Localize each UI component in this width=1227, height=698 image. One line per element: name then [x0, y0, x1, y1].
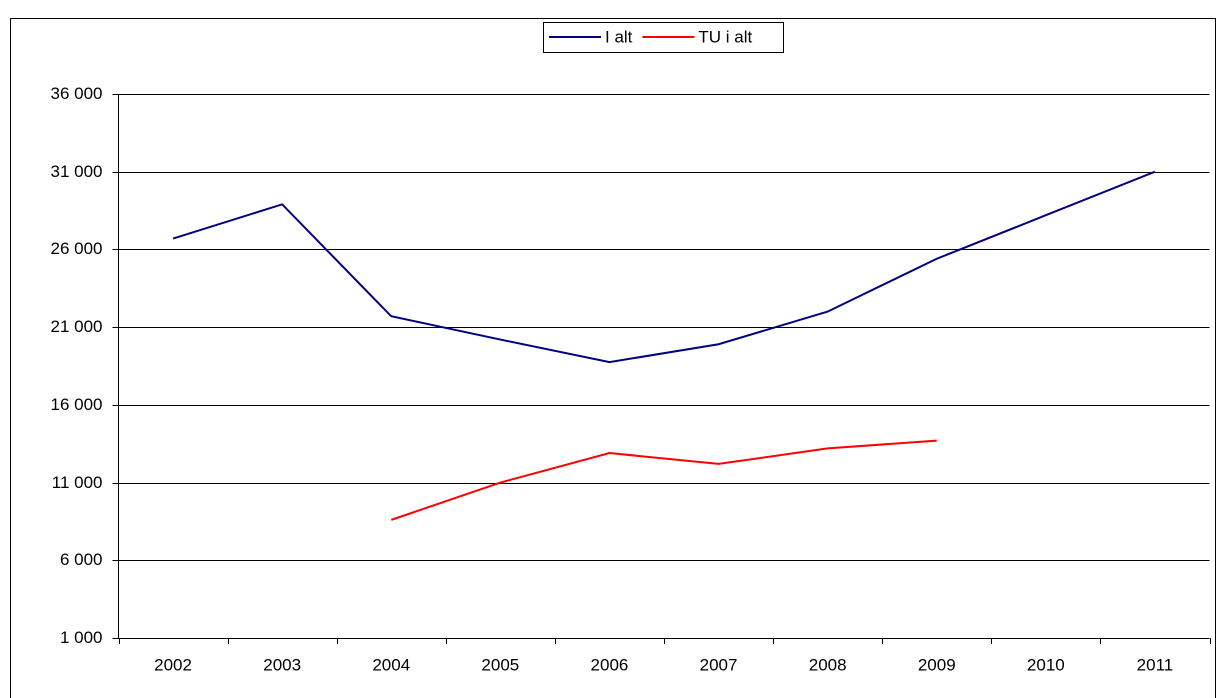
x-tick-label: 2009: [918, 655, 956, 674]
y-tick-label: 26 000: [51, 239, 103, 258]
x-tick-label: 2011: [1137, 655, 1174, 674]
line-series: [390, 439, 937, 521]
x-tick-label: 2002: [154, 655, 192, 674]
x-tick-label: 2005: [481, 655, 519, 674]
x-tick-label: 2010: [1027, 655, 1065, 674]
y-tick-label: 36 000: [51, 84, 103, 103]
y-tick-label: 31 000: [51, 162, 103, 181]
y-tick-label: 21 000: [51, 317, 103, 336]
x-tick-label: 2007: [700, 655, 738, 674]
y-tick-label: 6 000: [60, 550, 103, 569]
x-tick-label: 2003: [263, 655, 301, 674]
y-tick-label: 1 000: [60, 628, 103, 647]
y-tick-label: 16 000: [51, 395, 103, 414]
line-series: [172, 170, 1156, 364]
x-tick-label: 2008: [809, 655, 847, 674]
y-tick-label: 11 000: [52, 473, 103, 492]
legend-label: TU i alt: [698, 27, 752, 46]
legend-label: I alt: [605, 27, 633, 46]
x-tick-label: 2004: [372, 655, 410, 674]
chart-frame: [10, 18, 1216, 698]
x-tick-label: 2006: [591, 655, 629, 674]
